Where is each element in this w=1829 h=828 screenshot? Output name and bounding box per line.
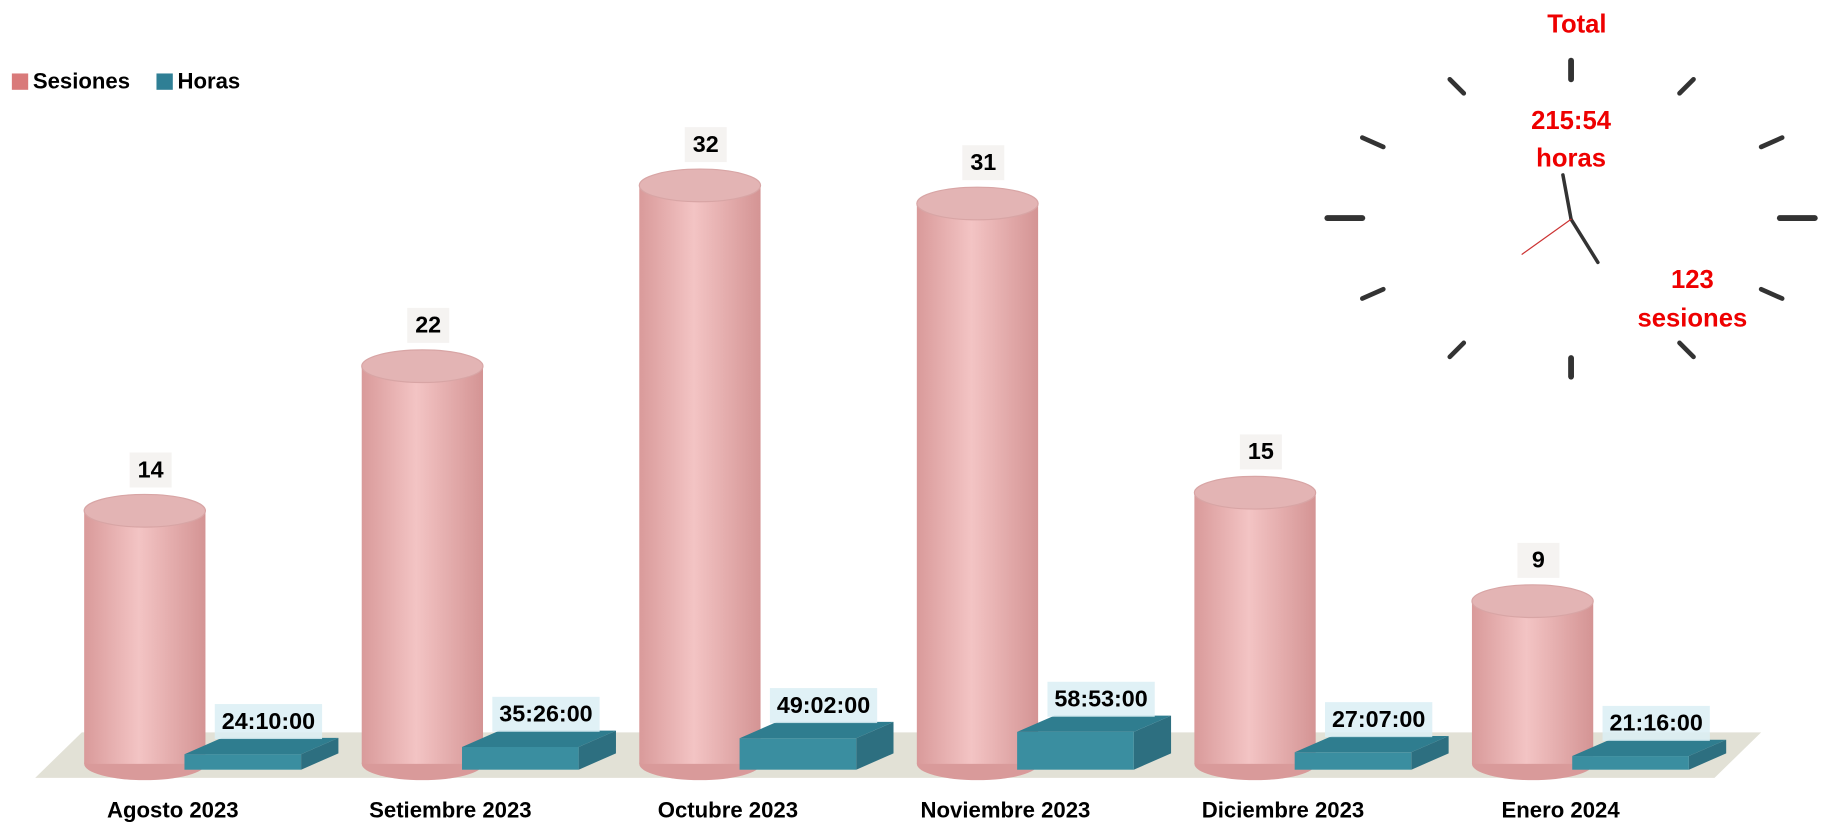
total-title: Total (1547, 10, 1606, 38)
value-label: 24:10:00 (222, 708, 315, 734)
cylinder-top (638, 168, 762, 203)
value-label-bg (1047, 681, 1155, 717)
box (739, 721, 894, 770)
value-label-bg (962, 145, 1005, 181)
cylinder-top (361, 349, 484, 384)
value-label-bg (1517, 542, 1560, 578)
value-label-bg (492, 696, 600, 732)
cylinder-body (1194, 492, 1316, 764)
box-side (578, 730, 616, 770)
value-label: 27:07:00 (1332, 706, 1425, 732)
box-side (856, 721, 894, 770)
total-hours-label: horas (1536, 145, 1606, 173)
value-label: 21:16:00 (1610, 710, 1703, 736)
cylinder-body (361, 366, 484, 764)
cylinder-top (1471, 584, 1594, 619)
total-hours: 215:54 (1531, 107, 1612, 135)
cylinder (83, 493, 207, 781)
x-tick-label: Setiembre 2023 (369, 798, 531, 823)
value-label: 9 (1532, 547, 1545, 573)
value-label-bg (1602, 705, 1710, 741)
value-label: 15 (1248, 438, 1274, 464)
x-tick-label: Agosto 2023 (107, 798, 239, 823)
box-side (301, 737, 339, 770)
total-annotation: Total 215:54 horas 123 sesiones (1531, 10, 1747, 332)
x-tick-label: Diciembre 2023 (1202, 798, 1364, 823)
box (1294, 735, 1449, 770)
box-front (1294, 752, 1412, 770)
value-label-bg (769, 688, 878, 724)
box-front (1572, 756, 1689, 770)
legend-swatch (156, 73, 173, 90)
box-front (739, 738, 857, 770)
legend: Sesiones Horas (11, 69, 240, 94)
box-top (1017, 715, 1172, 732)
total-sessions: 123 (1671, 266, 1714, 294)
legend-label: Sesiones (33, 69, 130, 94)
box-front (462, 746, 579, 770)
value-label-bg (1325, 702, 1433, 738)
value-label-bg (214, 704, 323, 740)
box-top (1294, 735, 1449, 753)
x-tick-label: Enero 2024 (1501, 798, 1620, 823)
box-front (184, 754, 302, 770)
box-top (184, 737, 339, 755)
total-sessions-label: sesiones (1637, 304, 1747, 332)
box-side (1133, 715, 1172, 770)
box (1572, 739, 1727, 770)
box (1017, 715, 1172, 770)
box-side (1688, 739, 1727, 770)
value-label: 32 (693, 131, 719, 157)
value-label-bg (1239, 434, 1282, 470)
cylinder (1471, 584, 1594, 781)
cylinder-body (916, 203, 1039, 764)
cylinder-body (1471, 601, 1594, 764)
box (184, 737, 339, 770)
box-front (1017, 731, 1134, 770)
legend-label: Horas (177, 69, 240, 94)
value-label: 58:53:00 (1054, 686, 1147, 712)
cylinder-top (1193, 475, 1317, 510)
cylinder-body (639, 185, 761, 764)
cylinder (638, 168, 762, 781)
value-label: 31 (970, 149, 996, 175)
cylinder-top (83, 493, 207, 528)
x-tick-label: Noviembre 2023 (921, 798, 1091, 823)
box (462, 730, 616, 770)
cylinder (1193, 475, 1317, 781)
value-label: 22 (415, 312, 441, 338)
value-label-bg (407, 307, 450, 343)
clock (1324, 57, 1818, 380)
cylinder (361, 349, 484, 781)
value-label: 14 (138, 456, 164, 482)
box-top (1572, 739, 1727, 757)
box-top (739, 721, 894, 739)
legend-swatch (11, 73, 29, 90)
value-label-bg (684, 127, 727, 163)
box-top (462, 730, 616, 747)
value-label: 49:02:00 (777, 692, 870, 718)
cylinder-body (84, 510, 206, 764)
cylinder-top (916, 186, 1039, 221)
value-label: 35:26:00 (499, 701, 592, 727)
box-side (1411, 735, 1449, 770)
cylinder (916, 186, 1039, 781)
value-label-bg (129, 452, 172, 488)
x-tick-label: Octubre 2023 (658, 798, 798, 823)
